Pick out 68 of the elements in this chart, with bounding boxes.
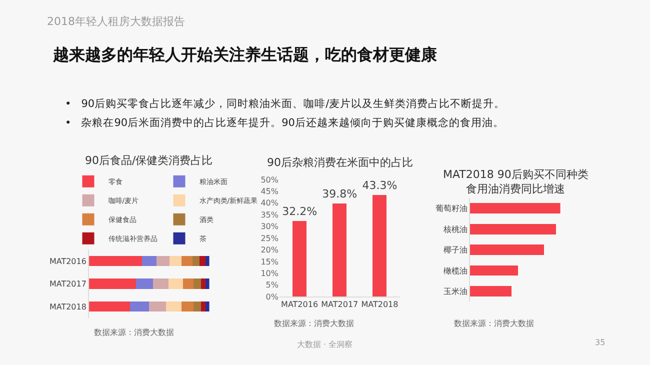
y-tick-label: 10%	[260, 269, 279, 278]
y-tick-label: 核桃油	[442, 224, 468, 234]
bar	[156, 256, 170, 266]
chart-title: 90后杂粮消费在米面中的占比	[267, 156, 413, 169]
bar	[292, 221, 307, 297]
bar	[206, 278, 210, 289]
y-tick-label: 玉米油	[443, 287, 468, 296]
y-tick-label: MAT2017	[49, 280, 86, 289]
y-tick-label: 橄榄油	[443, 266, 468, 276]
bar	[332, 203, 347, 297]
text: 越来越多的年轻人开始关注养生话题，吃的食材更健康	[52, 45, 438, 64]
bar	[372, 195, 387, 297]
bar	[170, 256, 182, 266]
source-note: 数据来源：消费大数据	[94, 328, 174, 337]
bar	[194, 278, 201, 289]
y-tick-label: MAT2016	[49, 256, 86, 266]
text: 35	[595, 338, 606, 347]
bar	[152, 278, 168, 289]
bar	[200, 256, 206, 266]
text: • 杂粮在90后米面消费中的占比逐年提升。90后还越来越倾向于购买健康概念的食用油。	[65, 116, 504, 129]
bar	[166, 301, 182, 312]
bar	[182, 278, 194, 289]
chart-title: MAT2018 90后购买不同种类食用油消费同比增速	[443, 168, 588, 196]
bar	[470, 224, 556, 234]
source-note: 数据来源：消费大数据	[454, 319, 534, 328]
bar	[182, 301, 194, 312]
bar	[470, 286, 512, 296]
bar	[89, 301, 130, 312]
y-tick-label: 0%	[266, 292, 279, 302]
y-tick-label: 葡萄籽油	[435, 204, 468, 214]
bar	[89, 278, 136, 289]
bar	[470, 265, 518, 276]
bar	[192, 256, 200, 266]
bar	[168, 278, 183, 289]
text: 2018年轻人租房大数据报告	[47, 15, 185, 28]
y-tick-label: 35%	[260, 210, 279, 220]
y-tick-label: 5%	[266, 280, 279, 290]
bar	[206, 301, 210, 312]
data-label: 43.3%	[362, 179, 398, 192]
bar	[182, 256, 192, 266]
y-tick-label: 椰子油	[443, 246, 468, 255]
source-note: 数据来源：消费大数据	[274, 319, 354, 328]
bar	[200, 278, 206, 289]
text: • 90后购买零食占比逐年减少，同时粮油米面、咖啡/麦片以及生鲜类消费占比不断提升。	[65, 97, 506, 110]
data-label: 32.2%	[282, 205, 318, 218]
bar	[136, 278, 153, 289]
y-tick-label: 45%	[260, 187, 279, 196]
bar	[149, 301, 166, 312]
bar	[470, 203, 560, 214]
bar	[194, 301, 201, 312]
x-tick-label: MAT2016	[281, 300, 318, 310]
bar	[200, 301, 206, 312]
bar	[206, 256, 210, 266]
y-tick-label: 30%	[260, 222, 279, 232]
bar	[89, 256, 142, 266]
bar	[130, 301, 150, 312]
y-tick-label: 15%	[260, 257, 279, 266]
bar	[470, 244, 544, 255]
y-tick-label: 20%	[260, 246, 279, 255]
x-tick-label: MAT2017	[321, 300, 358, 310]
text: 大数据 · 全洞察	[297, 340, 353, 349]
y-tick-label: 50%	[260, 175, 279, 184]
data-label: 39.8%	[322, 187, 358, 200]
y-tick-label: 40%	[260, 198, 279, 208]
x-tick-label: MAT2018	[361, 300, 398, 310]
chart-title: 90后食品/保健类消费占比	[85, 154, 213, 167]
y-tick-label: 25%	[260, 234, 279, 243]
bar	[142, 256, 156, 266]
